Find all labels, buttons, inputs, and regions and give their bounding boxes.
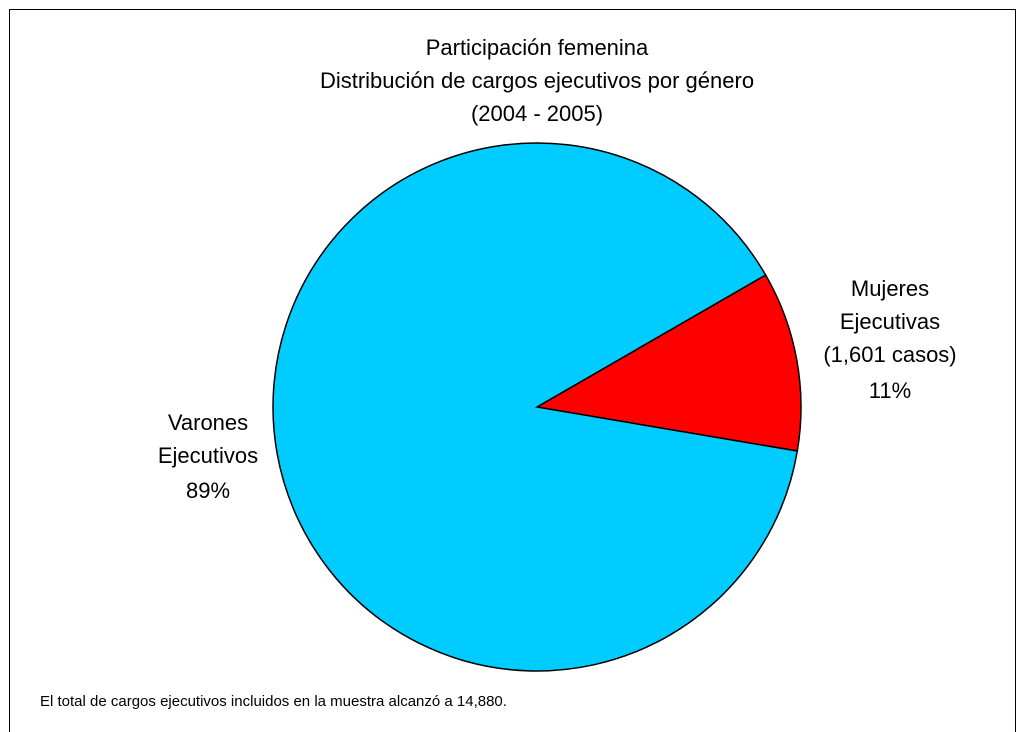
chart-title: Distribución de cargos ejecutivos por gé…	[320, 68, 754, 93]
slice-label: Ejecutivos	[158, 443, 258, 468]
slice-label: Ejecutivas	[840, 309, 940, 334]
chart-title: Participación femenina	[426, 35, 649, 60]
slice-label: Varones	[168, 410, 248, 435]
slice-label: (1,601 casos)	[823, 342, 956, 367]
slice-label: Mujeres	[851, 276, 929, 301]
chart-title: (2004 - 2005)	[471, 101, 603, 126]
annotation: El total de cargos ejecutivos incluidos …	[40, 693, 507, 710]
value-label: 11%	[869, 378, 911, 403]
value-label: 89%	[186, 478, 230, 503]
pie-slice	[272, 142, 799, 672]
pie-slice	[534, 273, 802, 452]
